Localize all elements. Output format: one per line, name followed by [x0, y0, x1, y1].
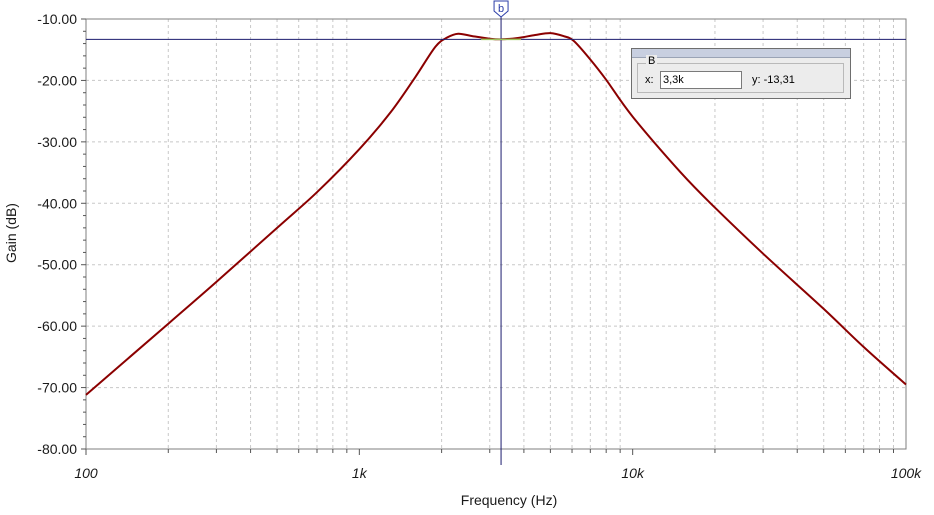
cursor-y-value: -13,31	[763, 74, 795, 86]
cursor-marker-label: b	[498, 3, 504, 15]
cursor-y-readout: y: -13,31	[752, 74, 795, 86]
x-tick-label: 100	[74, 465, 98, 481]
y-tick-label: -20.00	[37, 72, 77, 88]
cursor-readout-panel[interactable]: B x: y: -13,31	[631, 48, 851, 99]
y-tick-label: -60.00	[37, 318, 77, 334]
y-tick-label: -30.00	[37, 134, 77, 150]
cursor-panel-titlebar[interactable]	[632, 49, 850, 58]
x-tick-label: 100k	[891, 465, 922, 481]
x-tick-label: 10k	[621, 465, 645, 481]
y-tick-label: -10.00	[37, 11, 77, 27]
cursor-marker-icon	[493, 0, 509, 18]
y-tick-label: -80.00	[37, 441, 77, 457]
cursor-x-input[interactable]	[660, 71, 742, 89]
grid	[86, 19, 906, 449]
x-tick-label: 1k	[352, 465, 368, 481]
cursor-x-label: x:	[645, 74, 654, 86]
y-tick-label: -50.00	[37, 257, 77, 273]
plot-area	[85, 18, 907, 450]
cursor-y-label: y:	[752, 74, 761, 86]
cursor-layer: b	[86, 0, 906, 465]
y-tick-label: -40.00	[37, 195, 77, 211]
y-axis-title: Gain (dB)	[3, 203, 19, 263]
x-axis-title: Frequency (Hz)	[461, 492, 557, 508]
cursor-group: B x: y: -13,31	[637, 55, 844, 93]
y-tick-label: -70.00	[37, 380, 77, 396]
cursor-group-label: B	[646, 55, 658, 67]
axes: -10.00 -20.00 -30.00 -40.00 -50.00 -60.00 -70.…	[37, 11, 922, 481]
